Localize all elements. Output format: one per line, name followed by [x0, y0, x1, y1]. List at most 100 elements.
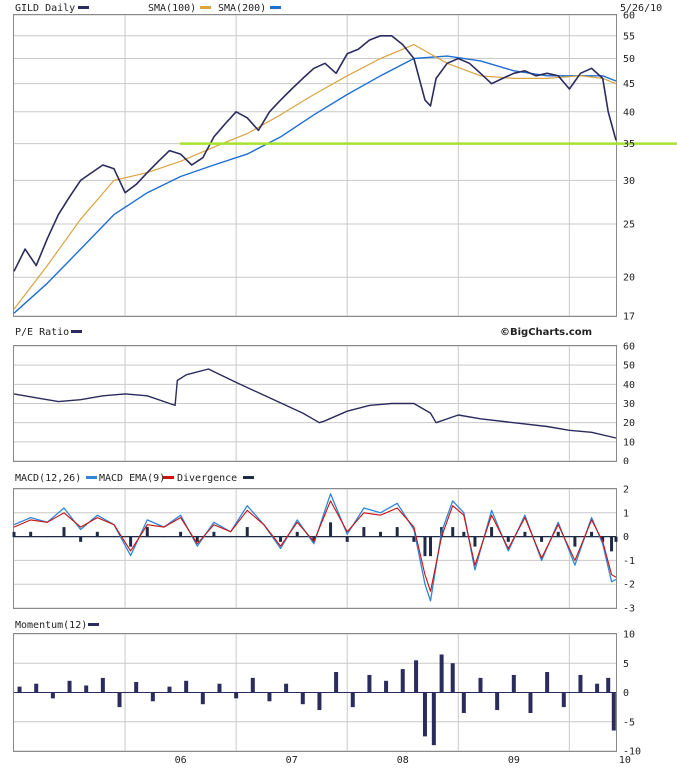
divergence-bar: [462, 531, 466, 538]
symbol-label: GILD Daily: [15, 3, 75, 14]
divergence-bar: [195, 536, 199, 542]
divergence-bar: [362, 527, 366, 538]
divergence-bar: [279, 536, 283, 542]
momentum-bar: [84, 685, 89, 693]
macd-tick-label: -1: [623, 556, 635, 567]
divergence-bar: [245, 527, 249, 538]
momentum-legend-swatch: [88, 623, 99, 626]
macd-tick-label: 0: [623, 532, 629, 543]
momentum-bar: [250, 677, 255, 693]
divergence-bar: [345, 536, 349, 542]
momentum-bar: [545, 672, 550, 693]
momentum-bar: [461, 692, 466, 713]
pe-tick-label: 20: [623, 418, 635, 429]
divergence-bar: [423, 536, 427, 557]
divergence-bar: [62, 527, 66, 538]
macd-tick-label: -3: [623, 604, 635, 615]
sma100-legend-swatch: [200, 6, 211, 9]
macd-legend-swatch: [86, 476, 97, 479]
momentum-bar: [384, 680, 389, 693]
pe-legend-swatch: [71, 330, 82, 333]
pe-tick-label: 50: [623, 361, 635, 372]
momentum-bar: [317, 692, 322, 711]
macd-line: [13, 493, 617, 602]
divergence-bar: [379, 531, 383, 538]
mom-tick-label: 0: [623, 688, 629, 699]
momentum-bar: [478, 677, 483, 693]
divergence-bar: [329, 522, 333, 538]
momentum-bar: [200, 692, 205, 705]
price-tick-label: 50: [623, 54, 635, 65]
sma200-label: SMA(200): [218, 3, 266, 14]
date-label: 5/26/10: [620, 3, 662, 14]
sma200-legend-swatch: [270, 6, 281, 9]
macd-tick-label: 2: [623, 485, 629, 496]
momentum-bar: [422, 692, 427, 737]
momentum-bar: [67, 680, 72, 693]
price-tick-label: 30: [623, 176, 635, 187]
pe-tick-label: 0: [623, 457, 629, 465]
price-tick-label: 60: [623, 11, 635, 22]
momentum-panel: Momentum(12) -10 -5 0 5 10 06 07 08 09 10: [13, 620, 641, 766]
macd-title: MACD(12,26): [15, 473, 81, 484]
divergence-legend-swatch: [243, 476, 254, 479]
price-tick-label: 20: [623, 273, 635, 284]
macd-panel: MACD(12,26) MACD EMA(9) Divergence -3 -2 -…: [12, 473, 635, 615]
momentum-bar: [578, 674, 583, 693]
pe-tick-label: 40: [623, 380, 635, 391]
momentum-bar: [167, 686, 172, 693]
macd-tick-label: 1: [623, 508, 629, 519]
divergence-bar: [12, 531, 16, 538]
momentum-bar: [367, 674, 372, 693]
x-tick-label: 09: [508, 755, 520, 766]
divergence-bar: [540, 536, 544, 542]
watermark: ©BigCharts.com: [500, 327, 592, 338]
momentum-bar: [100, 677, 105, 693]
divergence-bar: [79, 536, 83, 542]
divergence-bar: [590, 531, 594, 538]
price-tick-label: 45: [623, 79, 635, 90]
momentum-bar: [184, 680, 189, 693]
macd-ema-legend-swatch: [163, 476, 174, 479]
x-tick-label: 07: [286, 755, 298, 766]
divergence-bar: [395, 527, 399, 538]
divergence-bar: [129, 536, 133, 547]
mom-tick-label: 10: [623, 630, 635, 641]
momentum-bar: [234, 692, 239, 699]
divergence-label: Divergence: [177, 473, 237, 484]
macd-tick-label: -2: [623, 580, 635, 591]
momentum-bar: [117, 692, 122, 708]
momentum-bar: [50, 692, 55, 699]
momentum-bar: [217, 683, 222, 693]
divergence-bar: [573, 536, 577, 547]
divergence-bar: [212, 531, 216, 538]
momentum-bar: [511, 674, 516, 693]
momentum-bar: [300, 692, 305, 705]
price-tick-label: 17: [623, 312, 635, 323]
divergence-bar: [610, 536, 614, 552]
divergence-bar: [179, 531, 183, 538]
momentum-bar: [414, 660, 419, 693]
pe-tick-label: 60: [623, 342, 635, 353]
divergence-bar: [614, 536, 618, 542]
pe-line: [13, 368, 617, 439]
momentum-bar: [561, 692, 566, 708]
pe-tick-label: 10: [623, 437, 635, 448]
momentum-bar: [350, 692, 355, 708]
momentum-bar: [439, 654, 444, 693]
divergence-bar: [490, 527, 494, 538]
price-tick-label: 35: [623, 139, 635, 150]
momentum-bar: [34, 683, 39, 693]
divergence-bar: [523, 531, 527, 538]
pe-panel: P/E Ratio ©BigCharts.com 0 10 20 30 40 50 60: [13, 327, 635, 465]
divergence-bar: [451, 527, 455, 538]
momentum-bar: [284, 683, 289, 693]
divergence-bar: [429, 536, 433, 557]
momentum-bar: [595, 683, 600, 693]
momentum-title: Momentum(12): [15, 620, 87, 631]
divergence-bar: [295, 531, 299, 538]
price-panel: 17 20 25 30 35 40 45 50 55 60 GILD Daily SMA(100)…: [0, 0, 677, 324]
divergence-bar: [473, 536, 477, 547]
price-tick-label: 40: [623, 107, 635, 118]
momentum-bar: [495, 692, 500, 711]
